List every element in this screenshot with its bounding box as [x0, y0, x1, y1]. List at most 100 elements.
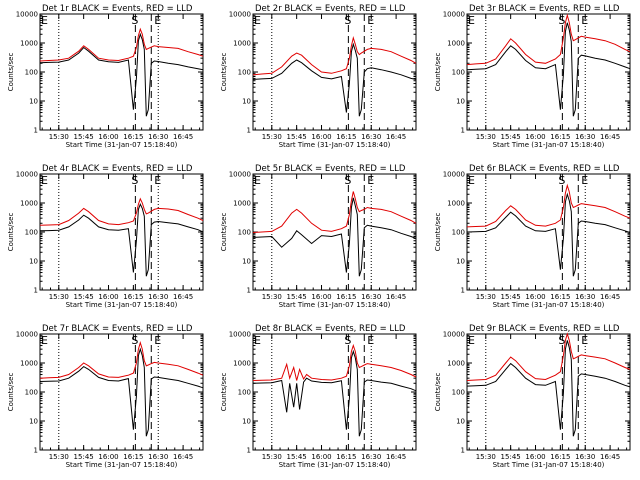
x-tick-label: 16:00 — [98, 293, 118, 301]
x-tick-label: 15:45 — [74, 133, 94, 141]
x-tick-label: 16:45 — [173, 133, 193, 141]
x-tick-label: 15:45 — [74, 293, 94, 301]
series-line-lld — [466, 183, 631, 228]
y-tick-label: 100 — [452, 389, 465, 397]
y-axis-label: Counts/sec — [7, 53, 15, 92]
series-line-lld — [39, 197, 204, 226]
x-tick-label: 16:45 — [600, 453, 620, 461]
series-line-lld — [252, 36, 417, 76]
marker-label-e: E — [154, 334, 161, 347]
series-line-lld — [39, 340, 204, 379]
x-tick-label: 16:30 — [575, 133, 595, 141]
y-tick-label: 10000 — [16, 331, 38, 339]
x-tick-label: 16:45 — [600, 133, 620, 141]
x-tick-label: 16:15 — [336, 133, 356, 141]
y-tick-label: 1000 — [447, 40, 465, 48]
y-tick-label: 100 — [238, 229, 251, 237]
x-tick-label: 16:30 — [361, 453, 381, 461]
x-axis-label: Start Time (31-Jan-07 15:18:40) — [66, 301, 178, 309]
y-tick-label: 10 — [456, 258, 465, 266]
x-tick-label: 16:15 — [336, 293, 356, 301]
series-line-events — [39, 32, 204, 117]
marker-label-left-e: E — [254, 174, 261, 187]
series-line-events — [466, 22, 631, 117]
y-axis-label: Counts/sec — [220, 373, 228, 412]
marker-label-left-e: E — [254, 334, 261, 347]
marker-label-e: E — [367, 334, 374, 347]
x-tick-label: 15:30 — [262, 453, 282, 461]
x-tick-label: 16:30 — [575, 293, 595, 301]
marker-label-e: E — [581, 174, 588, 187]
panel-title: Det 6r BLACK = Events, RED = LLD — [469, 164, 620, 174]
x-tick-label: 15:30 — [49, 453, 69, 461]
marker-label-e: E — [581, 334, 588, 347]
marker-label-left-e: E — [41, 174, 48, 187]
marker-label-s: S — [131, 14, 138, 27]
x-axis-label: Start Time (31-Jan-07 15:18:40) — [279, 141, 391, 149]
panel-title: Det 5r BLACK = Events, RED = LLD — [255, 164, 406, 174]
marker-label-e: E — [154, 14, 161, 27]
y-tick-label: 1000 — [233, 200, 251, 208]
x-tick-label: 16:15 — [123, 453, 143, 461]
y-tick-label: 100 — [25, 389, 38, 397]
x-axis-label: Start Time (31-Jan-07 15:18:40) — [493, 141, 605, 149]
panel-title: Det 3r BLACK = Events, RED = LLD — [469, 4, 620, 14]
y-axis-label: Counts/sec — [434, 53, 442, 92]
x-axis-label: Start Time (31-Jan-07 15:18:40) — [279, 301, 391, 309]
series-line-lld — [466, 332, 631, 381]
x-tick-label: 16:45 — [386, 133, 406, 141]
x-tick-label: 16:45 — [600, 293, 620, 301]
y-axis-label: Counts/sec — [220, 213, 228, 252]
plot-frame — [466, 13, 631, 131]
y-tick-label: 1 — [247, 127, 251, 135]
x-tick-label: 16:30 — [361, 133, 381, 141]
x-tick-label: 15:30 — [262, 293, 282, 301]
x-tick-label: 16:30 — [148, 453, 168, 461]
y-tick-label: 100 — [25, 229, 38, 237]
x-axis-label: Start Time (31-Jan-07 15:18:40) — [279, 461, 391, 469]
panel-title: Det 4r BLACK = Events, RED = LLD — [42, 164, 193, 174]
y-tick-label: 10 — [29, 98, 38, 106]
y-tick-label: 1000 — [20, 40, 38, 48]
marker-label-s: S — [344, 14, 351, 27]
marker-label-left-e: E — [468, 334, 475, 347]
marker-label-left-e: E — [254, 14, 261, 27]
x-tick-label: 15:45 — [74, 453, 94, 461]
x-tick-label: 15:45 — [287, 453, 307, 461]
plot-frame — [39, 13, 204, 131]
marker-label-s: S — [558, 174, 565, 187]
x-tick-label: 15:30 — [262, 133, 282, 141]
y-axis-label: Counts/sec — [7, 373, 15, 412]
plot-frame — [252, 173, 417, 291]
y-tick-label: 10 — [242, 418, 251, 426]
plot-frame — [39, 173, 204, 291]
y-tick-label: 10 — [242, 98, 251, 106]
y-tick-label: 10 — [242, 258, 251, 266]
x-tick-label: 15:45 — [501, 133, 521, 141]
marker-label-s: S — [558, 14, 565, 27]
y-tick-label: 1000 — [20, 360, 38, 368]
marker-label-e: E — [581, 14, 588, 27]
panel-title: Det 7r BLACK = Events, RED = LLD — [42, 324, 193, 334]
x-tick-label: 16:15 — [550, 453, 570, 461]
y-tick-label: 1000 — [447, 200, 465, 208]
x-tick-label: 16:30 — [575, 453, 595, 461]
series-line-events — [466, 192, 631, 277]
plot-frame — [466, 333, 631, 451]
marker-label-s: S — [131, 334, 138, 347]
x-tick-label: 15:45 — [501, 293, 521, 301]
x-axis-label: Start Time (31-Jan-07 15:18:40) — [493, 301, 605, 309]
x-tick-label: 16:00 — [98, 453, 118, 461]
y-tick-label: 100 — [238, 69, 251, 77]
marker-label-e: E — [154, 174, 161, 187]
y-tick-label: 1 — [461, 127, 465, 135]
x-axis-label: Start Time (31-Jan-07 15:18:40) — [493, 461, 605, 469]
series-line-events — [252, 197, 417, 277]
y-tick-label: 1 — [34, 287, 38, 295]
x-tick-label: 16:00 — [311, 453, 331, 461]
y-tick-label: 1 — [461, 447, 465, 455]
panel-title: Det 1r BLACK = Events, RED = LLD — [42, 4, 193, 14]
y-tick-label: 10000 — [16, 171, 38, 179]
